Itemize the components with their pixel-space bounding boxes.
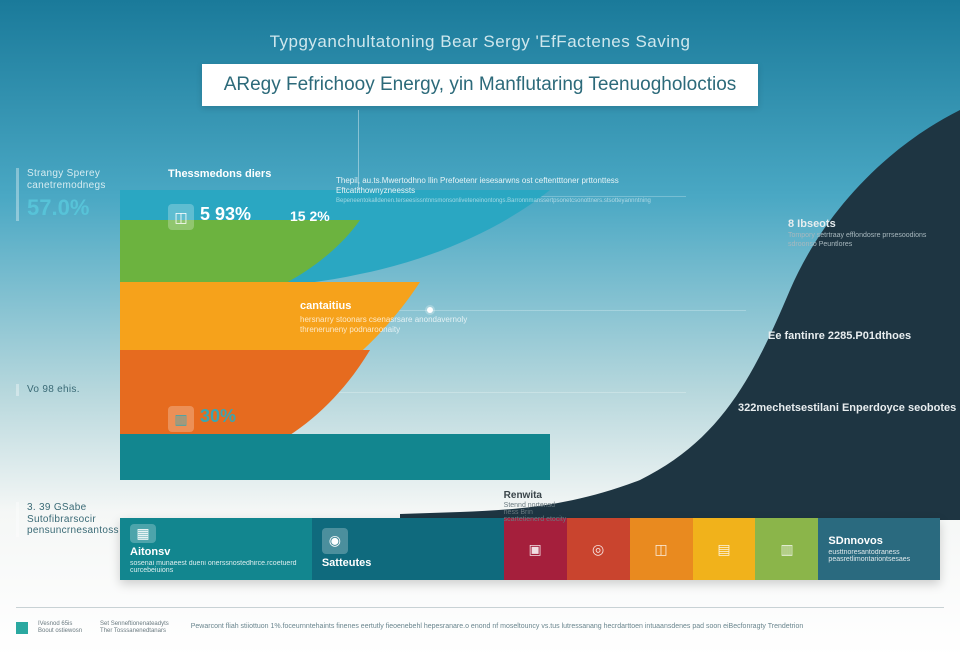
segment-sub: eusttnoresantodraness peasretlimontarion… [828, 549, 930, 563]
segment-icon: ◫ [654, 541, 667, 558]
side-label-a: Vo 98 ehis. [27, 384, 128, 396]
bottom-segment: ◉ Satteutes [312, 518, 504, 580]
band-chip: ◫ 5 93% [168, 204, 251, 230]
band-chip-label: cantaitius [300, 300, 480, 313]
annotation-body: Tompory setrtraay efflondosre prrsesoodi… [788, 232, 948, 250]
infographic-canvas: Typgyanchultatoning Bear Sergy 'EfFacten… [0, 0, 960, 657]
side-label-a: 3. 39 GSabe [27, 502, 128, 514]
side-label-a: Strangy Sperey [27, 168, 128, 180]
segment-icon: ▥ [780, 541, 793, 558]
footer-logo-a-sub: Boout ostiewosn [38, 628, 82, 635]
band-chip-pct: 30% [200, 406, 236, 426]
annotation-head: 322mechetsestilani Enperdoyce seobotes [738, 402, 956, 414]
bottom-segment: ◫ [630, 518, 693, 580]
bottom-segment: SDnnovos eusttnoresantodraness peasretlim… [818, 518, 940, 580]
band-chip-pct: 15 2% [290, 208, 330, 224]
annotation: 8 Ibseots Tompory setrtraay efflondosre p… [788, 218, 948, 250]
segment-icon: ◎ [592, 541, 604, 558]
supertitle: Typgyanchultatoning Bear Sergy 'EfFacten… [0, 32, 960, 52]
band-chip: 15 2% [290, 208, 330, 225]
bottom-segment: ▤ [693, 518, 756, 580]
top-description: Thepil, au.ts.Mwertodhno llin Prefoetenr… [336, 176, 676, 205]
footer-copy: Pewarcont fliah stiiottuon 1%.foceurnnte… [191, 623, 944, 632]
band-row-label: Thessmedons diers [168, 168, 271, 180]
bottom-segment: ▥ [755, 518, 818, 580]
segment-title: Satteutes [322, 557, 494, 569]
footer-logo-b-title: Set Senneftionenateadyts [100, 621, 169, 628]
segment-title: Aitonsv [130, 546, 302, 558]
title-block: Typgyanchultatoning Bear Sergy 'EfFacten… [0, 32, 960, 106]
bottom-segment: ◎ [567, 518, 630, 580]
footer-logo-a: IVesnod 65is Boout ostiewosn [38, 621, 82, 634]
bottom-segment: ▦ Aitonsv sosenai munaeest dueni onerssnos… [120, 518, 312, 580]
bottom-segment-row: ▦ Aitonsv sosenai munaeest dueni onerssnos… [120, 518, 940, 580]
side-pct: 57.0% [27, 195, 128, 221]
segment-icon: ▤ [717, 541, 730, 558]
segment-sub: sosenai munaeest dueni onerssnostedhirce… [130, 560, 302, 574]
side-stat-block: Vo 98 ehis. [16, 384, 128, 410]
subtitle-box: ARegy Fefrichooy Energy, yin Manflutarin… [202, 64, 759, 106]
segment-icon: ▦ [130, 524, 156, 543]
side-label-b: Sutofibrarsocir pensuncrnesantoss [27, 514, 128, 537]
annotation: Ee fantinre 2285.P01dthoes [768, 330, 911, 344]
annotation-head: Ee fantinre 2285.P01dthoes [768, 330, 911, 342]
band-chip-desc: hersnarry stoonars csenasrsare anondaver… [300, 315, 480, 334]
side-stat-block: Strangy Spereycanetremodnegs 57.0% [16, 168, 128, 235]
band-chip-icon: ▥ [168, 406, 194, 432]
footer: IVesnod 65is Boout ostiewosn Set Senneft… [16, 607, 944, 641]
band-chip-pct: 5 93% [200, 204, 251, 224]
band-chip: ▥ 30% [168, 406, 236, 432]
top-desc-main: Thepil, au.ts.Mwertodhno llin Prefoetenr… [336, 176, 676, 196]
footer-logo-b-sub: Ther Tosssanenedtanars [100, 628, 169, 635]
top-desc-sub: Bepeneentokalldenen.terseesissntnnsmonso… [336, 198, 676, 205]
footer-logo-b: Set Senneftionenateadyts Ther Tosssanene… [100, 621, 169, 634]
footer-logo-square-icon [16, 622, 28, 634]
footer-logo-a-title: IVesnod 65is [38, 621, 82, 628]
side-label-b: canetremodnegs [27, 180, 128, 192]
side-stat-block: 3. 39 GSabeSutofibrarsocir pensuncrnesan… [16, 502, 128, 551]
segment-title: SDnnovos [828, 535, 930, 547]
band-chip: cantaitius hersnarry stoonars csenasrsare… [300, 298, 480, 334]
segment-icon: ▣ [529, 541, 542, 558]
annotation-head: 8 Ibseots [788, 218, 948, 230]
color-bands [120, 190, 550, 480]
band-chip-icon: ◫ [168, 204, 194, 230]
segment-icon: ◉ [322, 528, 348, 554]
bottom-segment: ▣RenwitaStennd nortensd ness Brin scarte… [504, 518, 567, 580]
segment-label-above: RenwitaStennd nortensd ness Brin scartet… [504, 490, 567, 523]
band-layer [120, 434, 550, 480]
annotation: 322mechetsestilani Enperdoyce seobotes [738, 402, 956, 416]
